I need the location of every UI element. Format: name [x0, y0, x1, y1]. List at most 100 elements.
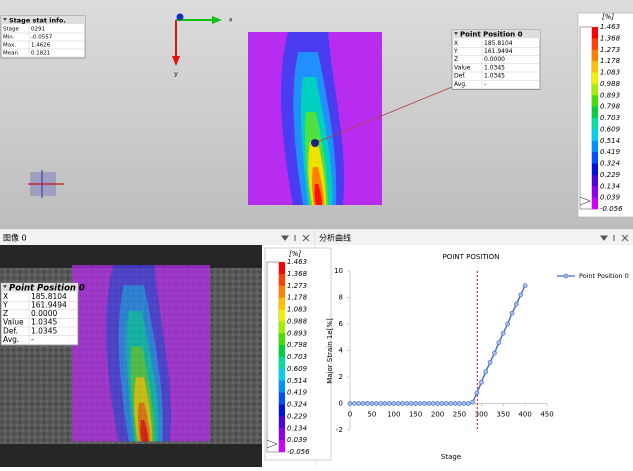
series-point — [382, 401, 388, 406]
legend-band — [592, 129, 598, 142]
image-panel-header — [0, 230, 314, 245]
series-point — [452, 401, 458, 406]
legend-band — [279, 309, 285, 322]
analysis-panel-header — [316, 230, 633, 245]
gizmo-x: x — [229, 17, 233, 24]
legend-band — [592, 174, 598, 187]
series-point — [514, 301, 519, 307]
legend-label: 0.324 — [600, 160, 620, 168]
row-key: Mean. — [3, 51, 20, 57]
info-box-header — [1, 16, 85, 24]
series-point — [426, 401, 432, 406]
legend-label: 0.229 — [600, 171, 621, 179]
strain-contour — [248, 32, 382, 205]
y-axis-label: Major Strain 1e[%] — [326, 318, 334, 384]
series-point — [391, 401, 397, 406]
legend-band — [279, 440, 285, 453]
x-tick-label: 400 — [518, 411, 531, 419]
series-point — [360, 401, 366, 406]
y-tick-label: 0 — [339, 400, 343, 408]
legend-band — [279, 345, 285, 358]
row-key: Y — [453, 48, 458, 55]
legend-label: -0.056 — [600, 205, 623, 213]
legend-hist-line — [579, 196, 591, 206]
legend-label: 0.988 — [600, 80, 621, 88]
row-value: 0291 — [31, 27, 45, 33]
legend-label: 0.229 — [287, 412, 308, 420]
info-box — [0, 282, 79, 346]
legend-label: 0.039 — [600, 194, 621, 202]
leader-line — [314, 86, 453, 144]
legend-label: 1.178 — [287, 294, 308, 302]
series-point — [435, 401, 440, 406]
x-tick-label: 100 — [387, 411, 400, 419]
x-tick-label: 150 — [409, 411, 422, 419]
row-value: - — [484, 81, 486, 88]
row-value: 185.8104 — [484, 40, 513, 47]
legend-label: 0.514 — [600, 137, 620, 145]
series-point — [505, 321, 510, 327]
legend-label: 0.609 — [600, 125, 621, 133]
collapse-icon — [3, 18, 7, 21]
legend-label: 0.703 — [287, 353, 307, 361]
series-point — [369, 401, 375, 406]
series-point — [400, 401, 405, 406]
series-point — [347, 401, 353, 406]
series-point — [387, 401, 392, 406]
legend-hist — [579, 26, 593, 210]
axis-gizmo: x y — [172, 13, 233, 78]
series-point — [352, 401, 357, 406]
series-point — [465, 401, 471, 406]
legend-marker — [563, 273, 569, 279]
info-box-title: Point Position 0 — [460, 31, 523, 39]
legend-band — [279, 380, 285, 393]
row-key: Avg. — [3, 335, 19, 344]
legend-hist — [266, 261, 280, 453]
y-tick-label: 4 — [339, 347, 344, 355]
series-point — [509, 311, 515, 316]
legend-band — [592, 27, 598, 39]
legend-label: 0.134 — [600, 182, 620, 190]
legend-band — [279, 404, 285, 417]
row-value: 0.0000 — [31, 309, 57, 318]
series-point — [483, 369, 489, 375]
row-key: Avg. — [454, 81, 467, 88]
series-point — [457, 401, 462, 406]
legend-band — [279, 357, 285, 370]
info-box-header — [452, 30, 540, 39]
legend-band — [279, 262, 285, 275]
x-tick-label: 50 — [367, 411, 376, 419]
row-value: 1.0345 — [484, 73, 505, 80]
legend-band — [279, 285, 285, 298]
series-point — [474, 390, 480, 396]
info-box-title: Point Position 0 — [9, 283, 85, 293]
legend-band — [279, 392, 285, 405]
row-value: -0.0557 — [31, 35, 53, 41]
series-point — [487, 360, 493, 365]
legend-band — [279, 416, 285, 429]
series-point — [408, 401, 414, 406]
series-point — [378, 401, 383, 406]
series-point — [373, 401, 379, 406]
legend-unit: [%] — [602, 13, 614, 21]
row-key: Stage — [3, 27, 20, 33]
row-value: 1.0345 — [31, 326, 57, 335]
legend-band — [592, 186, 598, 198]
row-value: - — [31, 335, 34, 344]
legend-unit: [%] — [289, 250, 301, 258]
series-point — [496, 340, 502, 345]
panel-buttons[interactable] — [281, 234, 629, 242]
legend-label: -0.056 — [287, 448, 310, 456]
chart-title: POINT POSITION — [443, 253, 500, 261]
legend-band — [279, 273, 285, 287]
legend-label: 0.893 — [287, 329, 307, 337]
legend-label: 0.419 — [600, 148, 621, 156]
series-point — [365, 401, 370, 406]
analysis-panel-title: 分析曲线 — [319, 233, 351, 243]
legend-band — [279, 428, 285, 441]
legend-label: 1.463 — [287, 258, 307, 266]
legend-label: 0.893 — [600, 91, 620, 99]
point-marker — [311, 139, 319, 147]
